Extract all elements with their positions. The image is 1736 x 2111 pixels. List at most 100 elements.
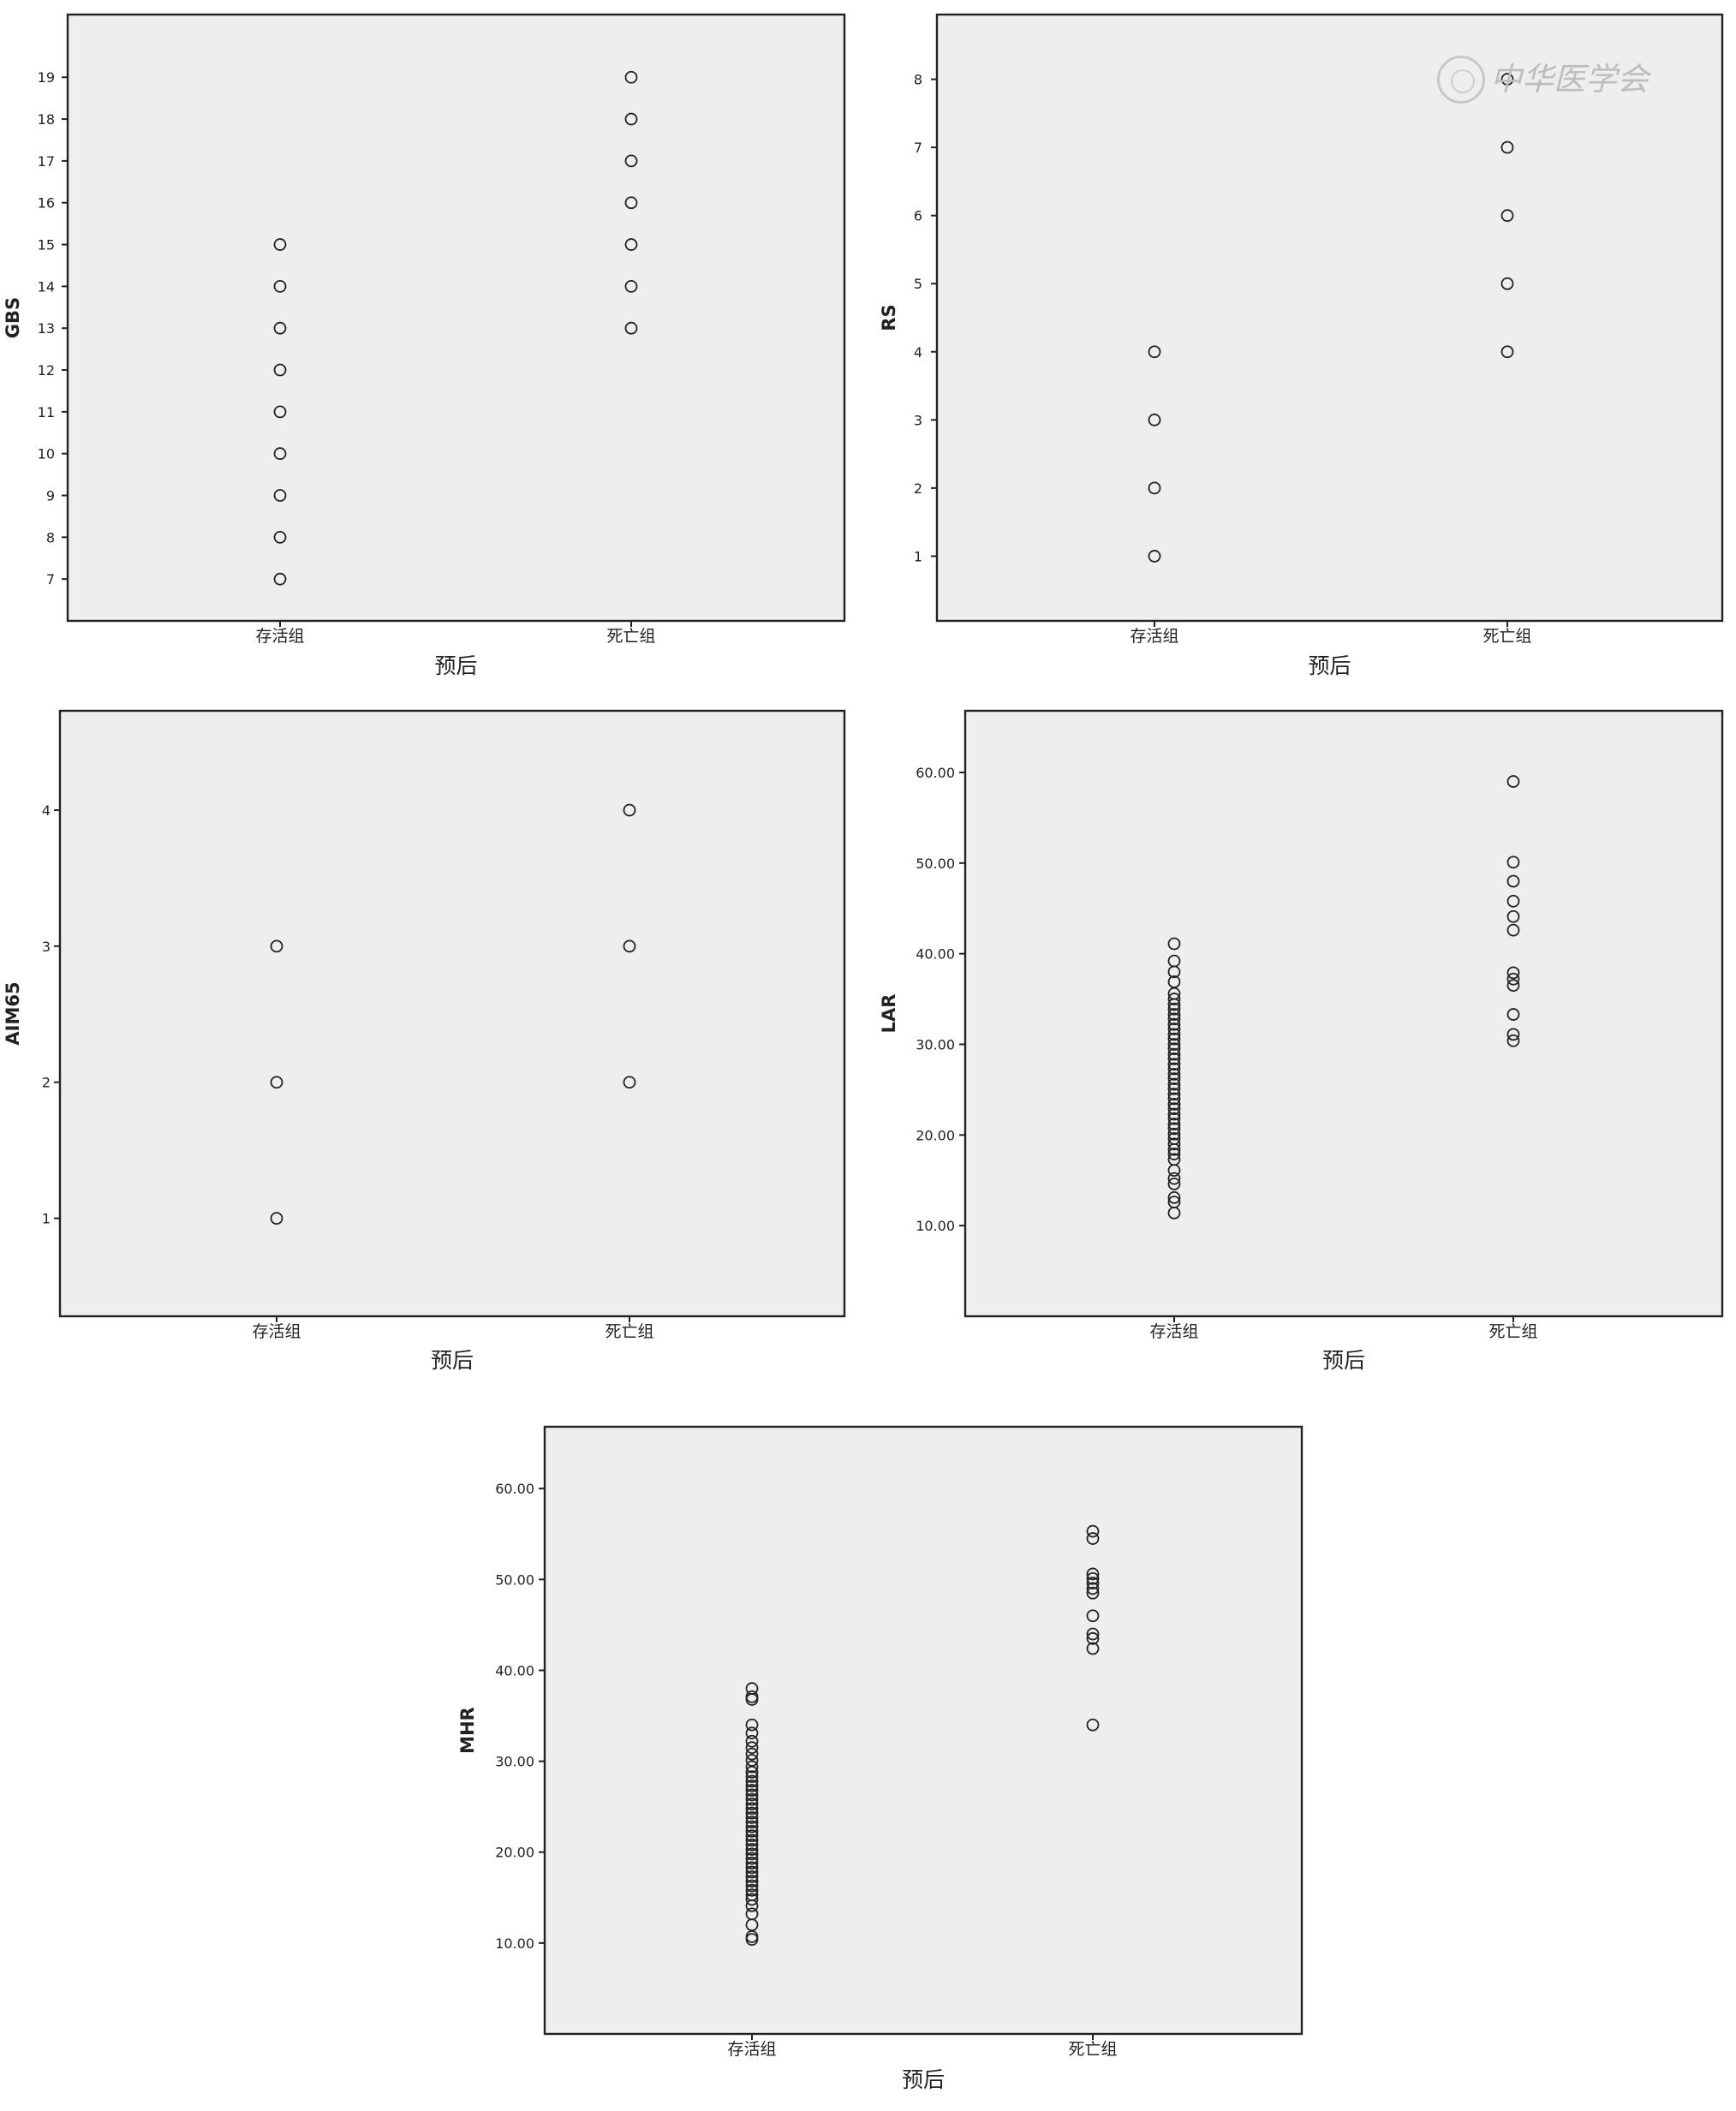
data-point [745, 1754, 759, 1767]
data-point [745, 1747, 759, 1761]
data-point [745, 1802, 759, 1816]
data-point [1086, 1577, 1100, 1589]
data-point [1167, 937, 1181, 951]
plot-area [963, 709, 1724, 1318]
data-point [745, 1798, 759, 1810]
data-point [745, 1883, 759, 1897]
y-tick-label: 10.00 [495, 1935, 534, 1952]
y-tick-label: 1 [42, 1211, 51, 1227]
x-tick-label: 死亡组 [1068, 2040, 1117, 2059]
data-point [1167, 1082, 1181, 1095]
data-point [1167, 1178, 1181, 1190]
data-point [745, 1893, 759, 1906]
x-axis-label: 预后 [902, 2067, 945, 2092]
data-point [1506, 979, 1520, 993]
data-point [1167, 1008, 1181, 1021]
data-point [623, 1076, 636, 1089]
data-point [270, 1212, 283, 1225]
data-point [745, 1734, 759, 1748]
data-point [1086, 1532, 1100, 1545]
data-point [1086, 1524, 1100, 1538]
y-tick-label: 30.00 [916, 1036, 955, 1053]
data-point [1167, 1017, 1181, 1031]
data-point [273, 447, 287, 461]
data-point [1167, 1190, 1181, 1204]
data-point [745, 1726, 759, 1740]
y-tick-label: 10 [38, 446, 55, 462]
plot-area [58, 709, 846, 1318]
plot-area [66, 13, 846, 623]
x-axis-label: 预后 [1308, 653, 1351, 678]
data-point [273, 405, 287, 419]
y-tick-label: 15 [38, 237, 55, 253]
y-tick-label: 8 [914, 72, 922, 88]
data-point [1506, 775, 1520, 788]
data-point [745, 1875, 759, 1888]
data-point [1148, 550, 1161, 563]
data-point [1167, 1137, 1181, 1151]
society-seal-icon [1437, 56, 1485, 104]
data-point [745, 1770, 759, 1784]
y-axis-label: LAR [879, 994, 899, 1034]
data-point [1500, 209, 1514, 223]
data-point [624, 196, 638, 210]
data-point [1167, 1112, 1181, 1125]
data-point [745, 1810, 759, 1824]
data-point [1167, 1097, 1181, 1111]
x-tick-label: 死亡组 [606, 627, 655, 646]
data-point [1167, 1132, 1181, 1145]
data-point [745, 1774, 759, 1788]
data-point [745, 1879, 759, 1893]
data-point [745, 1907, 759, 1921]
y-axis-label: GBS [3, 297, 23, 338]
data-point [1167, 1062, 1181, 1076]
data-point [1167, 1172, 1181, 1185]
data-point [273, 363, 287, 377]
data-point [624, 112, 638, 126]
data-point [1086, 1609, 1100, 1623]
data-point [1506, 923, 1520, 937]
data-point [745, 1824, 759, 1838]
y-tick-label: 10.00 [916, 1218, 955, 1234]
data-point [745, 1838, 759, 1852]
data-point [1167, 1058, 1181, 1071]
data-point [1086, 1718, 1100, 1732]
data-point [1167, 1153, 1181, 1166]
data-point [1167, 1092, 1181, 1106]
x-tick-label: 死亡组 [1488, 1322, 1537, 1341]
data-point [745, 1857, 759, 1869]
data-point [624, 154, 638, 168]
data-point [1167, 1196, 1181, 1209]
y-tick-label: 4 [914, 344, 922, 361]
data-point [745, 1816, 759, 1829]
data-point [273, 321, 287, 335]
data-point [1167, 1042, 1181, 1056]
data-point [624, 238, 638, 251]
data-point [1167, 1088, 1181, 1101]
y-tick-label: 4 [42, 802, 51, 819]
data-point [745, 1792, 759, 1806]
data-point [745, 1847, 759, 1861]
data-point [1167, 1047, 1181, 1061]
data-point [1506, 909, 1520, 923]
data-point [1167, 1127, 1181, 1141]
y-tick-label: 19 [38, 69, 55, 86]
data-point [1148, 413, 1161, 426]
data-point [1500, 140, 1514, 154]
y-tick-label: 20.00 [916, 1127, 955, 1143]
data-point [1167, 1102, 1181, 1116]
data-point [1506, 1008, 1520, 1021]
data-point [1167, 1118, 1181, 1131]
data-point [745, 1690, 759, 1703]
data-point [1500, 73, 1514, 86]
data-point [745, 1865, 759, 1879]
data-point [1167, 1053, 1181, 1065]
y-tick-label: 30.00 [495, 1754, 534, 1770]
data-point [1167, 1012, 1181, 1026]
data-point [1086, 1571, 1100, 1585]
x-tick-label: 存活组 [1149, 1322, 1198, 1341]
data-point [1167, 1072, 1181, 1086]
plot-area [935, 13, 1724, 623]
